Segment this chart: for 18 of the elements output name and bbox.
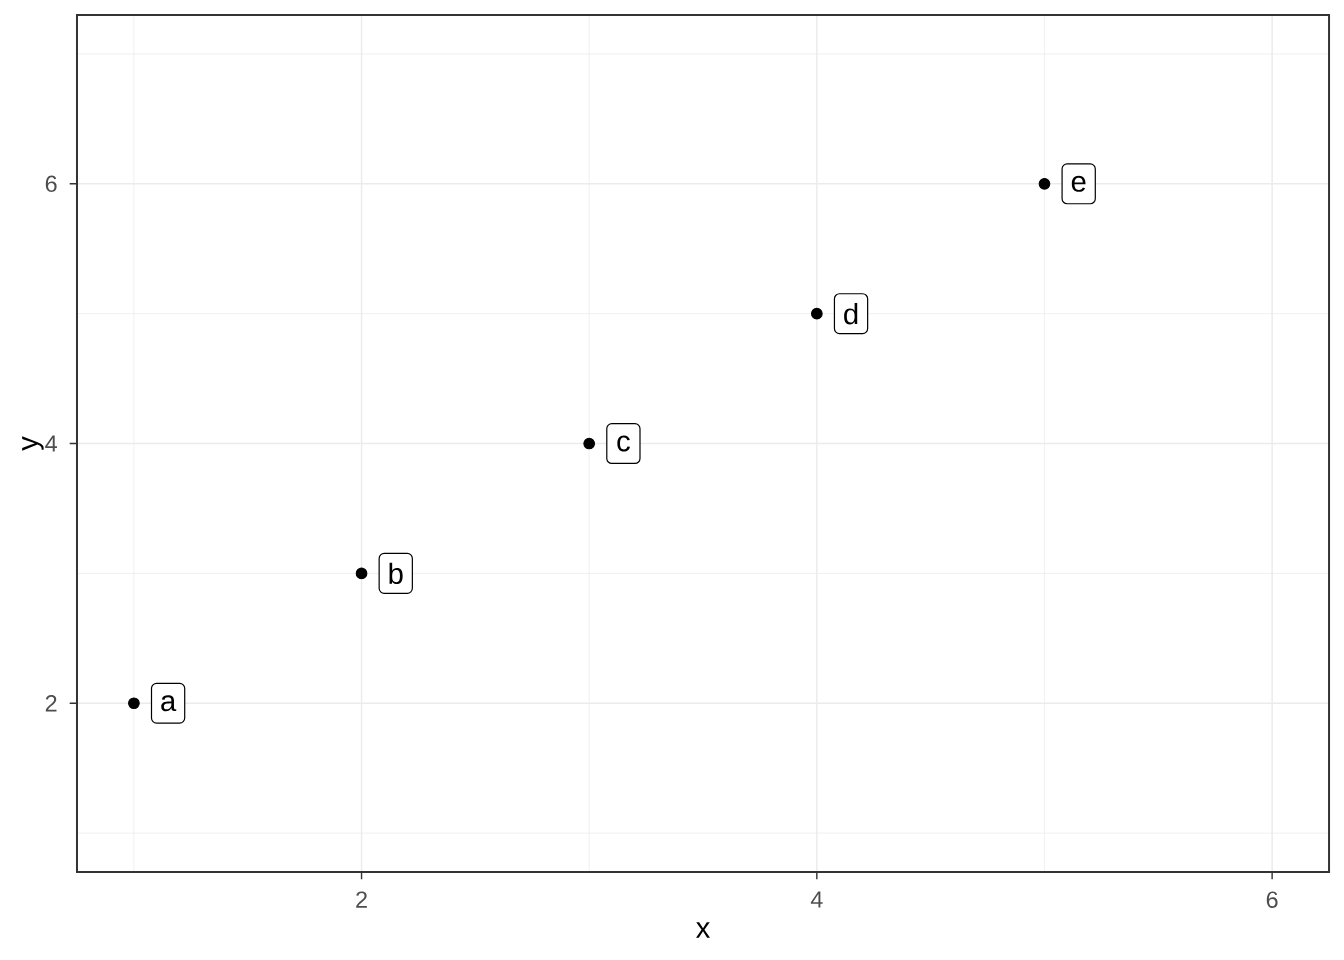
annotation: a: [161, 695, 177, 712]
annotation: e: [1071, 175, 1086, 192]
point: [810, 307, 823, 320]
annotation: d: [844, 302, 858, 325]
x-tick-label: 2: [356, 891, 367, 908]
point: [1038, 177, 1051, 190]
point: [583, 437, 596, 450]
annotation: b: [389, 562, 403, 585]
point: [128, 697, 140, 710]
x-tick-label: 4: [810, 891, 823, 908]
annotation: c: [617, 435, 630, 452]
y-tick-label: 2: [45, 695, 57, 712]
x-tick-label: 6: [1266, 891, 1278, 908]
point: [355, 567, 368, 580]
x-axis-title: x: [696, 922, 710, 938]
y-axis-title: y: [22, 436, 44, 451]
y-tick-label: 6: [45, 175, 57, 193]
y-tick-label: 4: [45, 435, 57, 452]
